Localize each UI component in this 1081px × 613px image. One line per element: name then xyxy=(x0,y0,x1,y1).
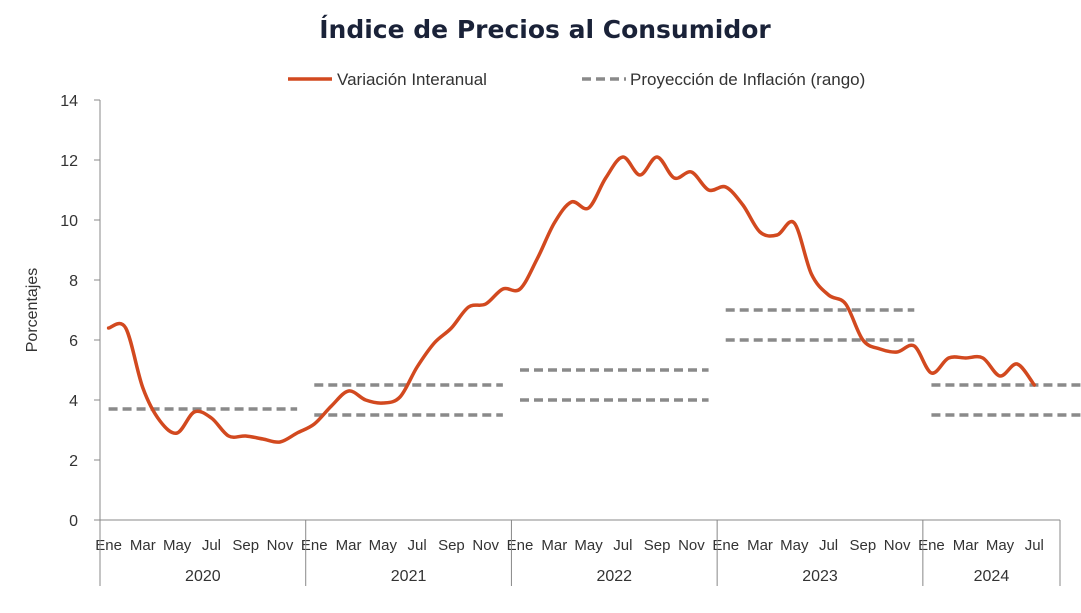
x-month-label: Nov xyxy=(884,537,911,554)
x-month-label: Ene xyxy=(918,537,945,554)
x-month-label: Mar xyxy=(541,537,567,554)
x-month-label: May xyxy=(369,537,398,554)
x-month-label: Jul xyxy=(1025,537,1044,554)
x-year-label: 2022 xyxy=(596,568,632,585)
series-line-variacion-interanual xyxy=(106,155,1037,444)
x-month-label: Sep xyxy=(850,537,877,554)
x-month-label: Ene xyxy=(301,537,328,554)
x-year-label: 2021 xyxy=(391,568,427,585)
x-month-label: Jul xyxy=(819,537,838,554)
legend-label-projection: Proyección de Inflación (rango) xyxy=(630,70,865,89)
y-tick-label: 12 xyxy=(60,153,78,170)
y-axis-label: Porcentajes xyxy=(24,268,41,353)
x-month-label: Jul xyxy=(613,537,632,554)
x-month-label: Mar xyxy=(336,537,362,554)
x-year-label: 2023 xyxy=(802,568,838,585)
x-month-label: Sep xyxy=(644,537,671,554)
legend: Variación Interanual Proyección de Infla… xyxy=(288,70,865,89)
y-axis: 0 2 4 6 8 10 12 14 xyxy=(60,93,101,530)
x-month-label: Ene xyxy=(507,537,534,554)
y-tick-label: 8 xyxy=(69,273,78,290)
y-tick-label: 0 xyxy=(69,513,78,530)
x-month-label: May xyxy=(780,537,809,554)
x-month-label: Jul xyxy=(408,537,427,554)
x-year-label: 2024 xyxy=(974,568,1010,585)
x-month-label: Ene xyxy=(95,537,122,554)
x-month-label: May xyxy=(574,537,603,554)
x-month-label: Ene xyxy=(712,537,739,554)
x-month-label: Mar xyxy=(953,537,979,554)
x-month-label: May xyxy=(163,537,192,554)
x-month-label: Mar xyxy=(747,537,773,554)
series-lines xyxy=(106,155,1037,444)
y-tick-label: 6 xyxy=(69,333,78,350)
x-month-label: Mar xyxy=(130,537,156,554)
projection-lines xyxy=(108,308,1081,417)
legend-label-series: Variación Interanual xyxy=(337,70,487,89)
x-year-label: 2020 xyxy=(185,568,221,585)
x-month-label: Nov xyxy=(472,537,499,554)
chart-title: Índice de Precios al Consumidor xyxy=(319,15,771,44)
x-axis: Ene Mar May Jul Sep Nov 2020 Ene Mar May Jul Sep Nov… xyxy=(95,519,1061,586)
x-month-label: Sep xyxy=(232,537,259,554)
x-month-label: Sep xyxy=(438,537,465,554)
x-month-label: Jul xyxy=(202,537,221,554)
x-month-label: Nov xyxy=(678,537,705,554)
y-tick-label: 10 xyxy=(60,213,78,230)
y-tick-label: 14 xyxy=(60,93,78,110)
x-month-label: May xyxy=(986,537,1015,554)
y-tick-label: 2 xyxy=(69,453,78,470)
y-tick-label: 4 xyxy=(69,393,78,410)
x-month-label: Nov xyxy=(267,537,294,554)
